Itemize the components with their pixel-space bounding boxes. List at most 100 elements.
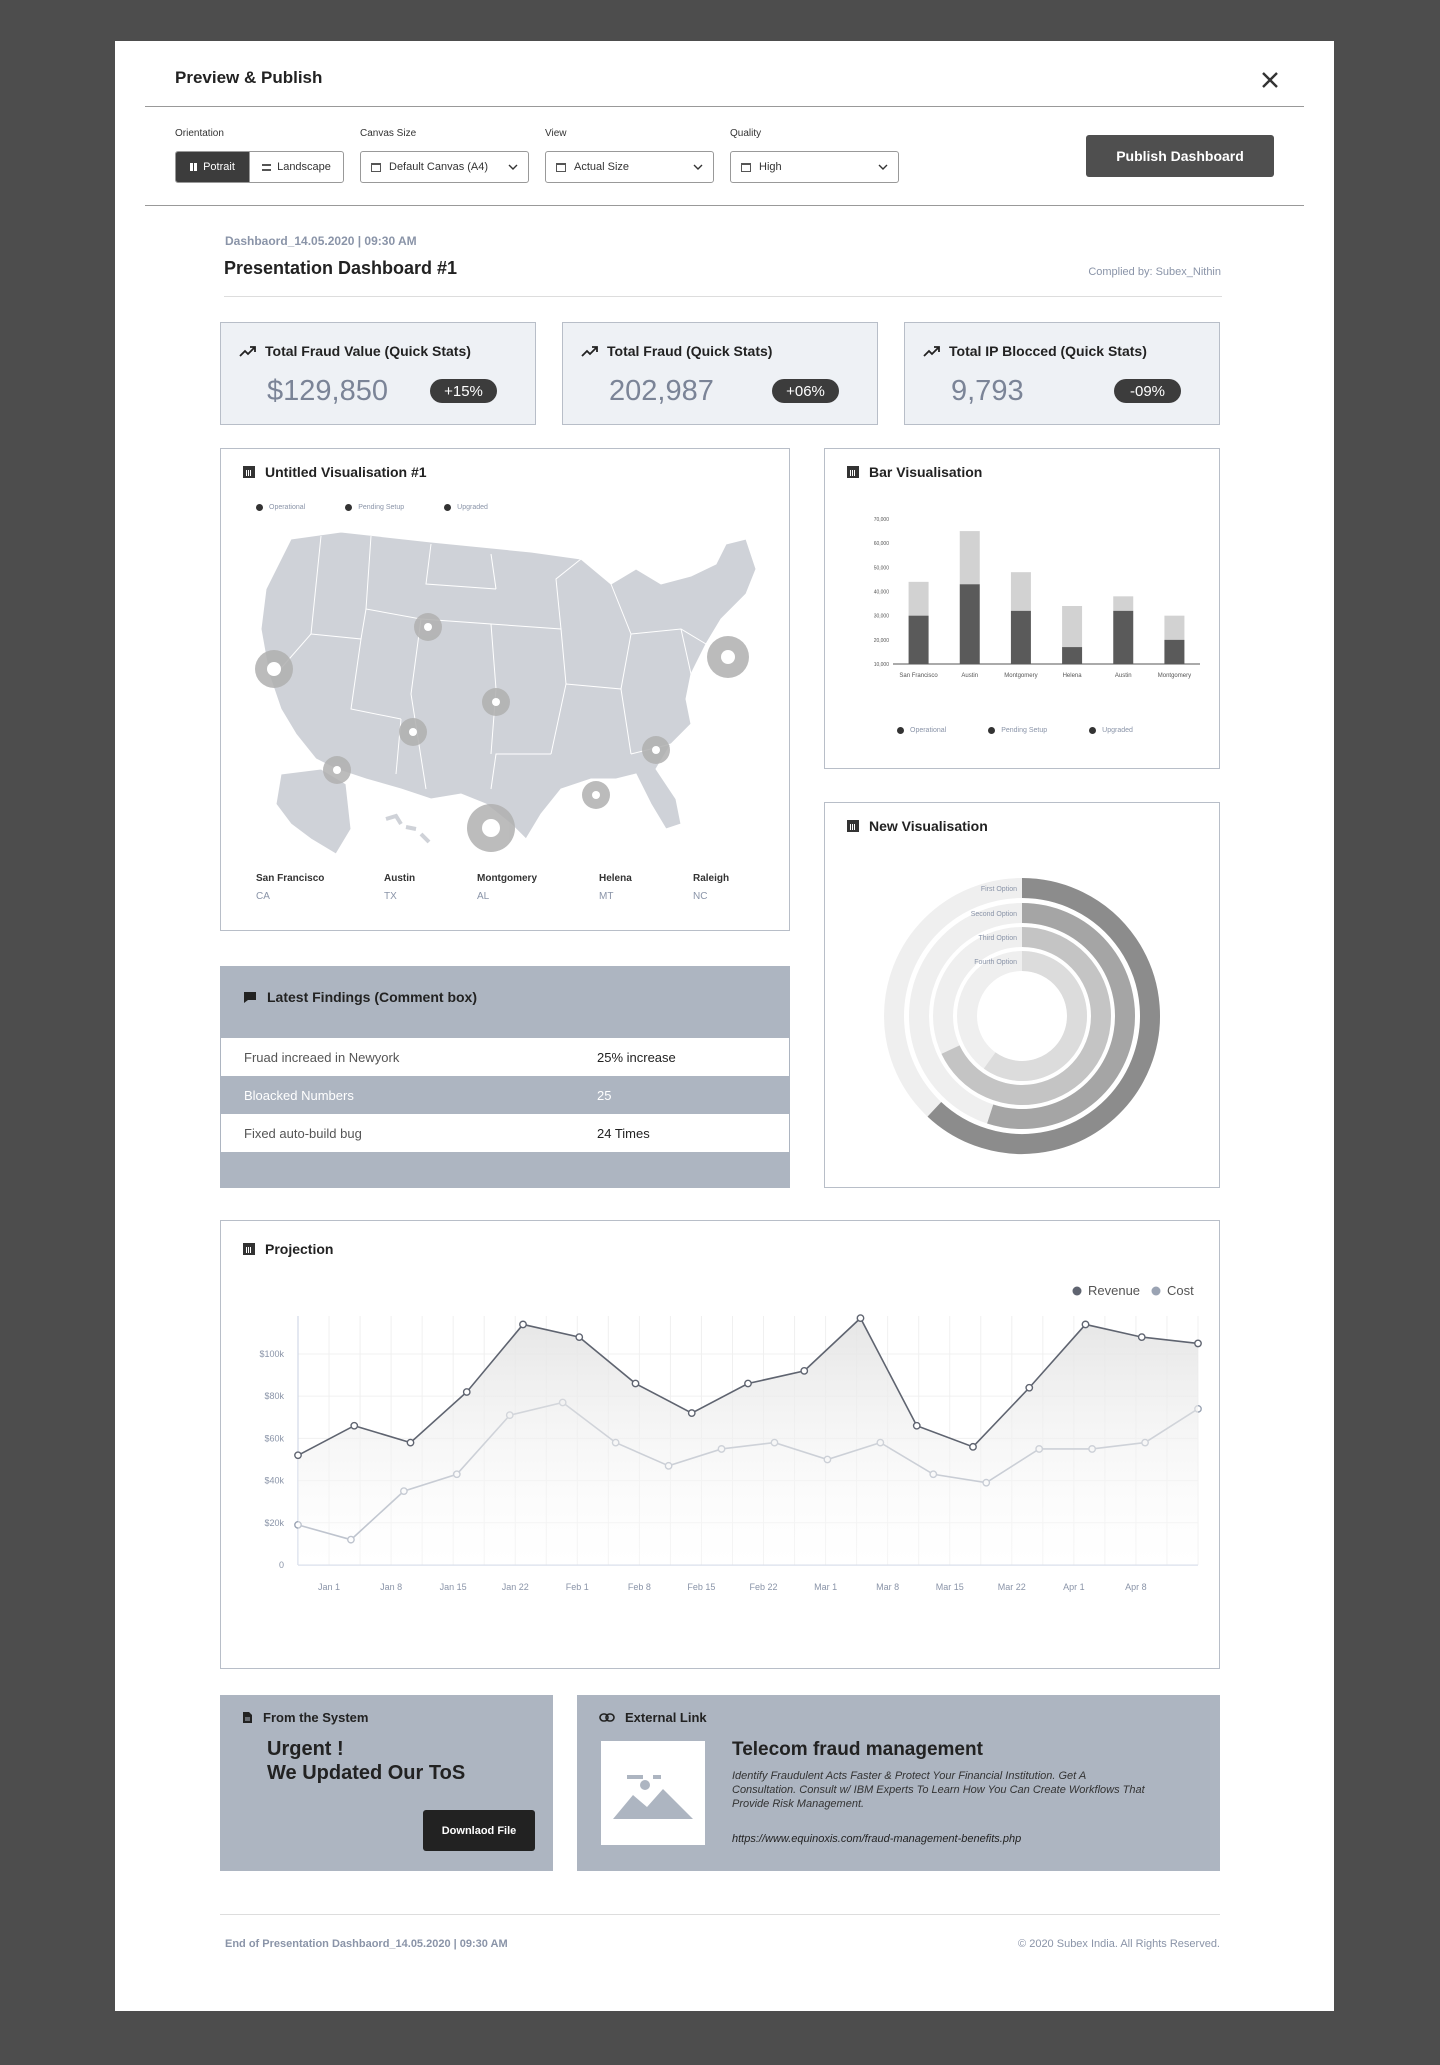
view-value: Actual Size <box>574 161 630 173</box>
chevron-down-icon <box>508 164 518 170</box>
stat-value: $129,850 <box>267 375 388 407</box>
revenue-point <box>856 1314 865 1323</box>
legend-item: Operational <box>897 727 946 734</box>
city-name: Montgomery <box>477 873 537 884</box>
city-label: Raleigh NC <box>693 873 729 902</box>
revenue-point <box>744 1379 752 1388</box>
x-tick-label: Feb 1 <box>566 1582 589 1592</box>
y-tick-label: $80k <box>264 1391 284 1401</box>
image-icon <box>613 1775 693 1819</box>
legend-item: Upgraded <box>444 504 488 511</box>
quality-icon <box>741 162 751 172</box>
radial-visualisation-card: New Visualisation First Option Second Opt… <box>824 802 1220 1188</box>
x-tick-label: Jan 8 <box>380 1582 402 1592</box>
chart-icon <box>243 1243 255 1255</box>
y-tick-label: 10,000 <box>874 662 890 668</box>
row-label: Fruad increaed in Newyork <box>244 1049 400 1065</box>
footer-copyright: © 2020 Subex India. All Rights Reserved. <box>1018 1938 1220 1950</box>
orientation-toggle: Potrait Landscape <box>175 151 344 183</box>
bar-segment-operational <box>1113 610 1134 664</box>
stat-title: Total Fraud (Quick Stats) <box>607 343 773 359</box>
bar-segment-pending <box>1113 596 1134 611</box>
canvas-size-select[interactable]: Default Canvas (A4) <box>360 151 529 183</box>
legend-item: Pending Setup <box>345 504 404 511</box>
radial-option-label: Second Option <box>971 911 1017 918</box>
hawaii-shape <box>385 813 431 844</box>
radial-arc <box>927 878 1160 1154</box>
stat-change-badge: +15% <box>430 379 497 403</box>
view-select[interactable]: Actual Size <box>545 151 714 183</box>
title-divider <box>224 296 1222 297</box>
bar-segment-operational <box>1164 639 1185 664</box>
external-url-link[interactable]: https://www.equinoxis.com/fraud-manageme… <box>732 1833 1022 1845</box>
legend-dot <box>345 504 353 511</box>
bar-visualisation-card: Bar Visualisation 70,000 60,000 50,000 40,0… <box>824 448 1220 769</box>
close-icon[interactable] <box>1257 67 1283 93</box>
legend-dot <box>444 504 452 511</box>
city-name: San Francisco <box>256 873 325 884</box>
revenue-point <box>519 1320 527 1329</box>
quality-label: Quality <box>730 128 762 139</box>
x-tick-label: Apr 1 <box>1063 1582 1085 1592</box>
quality-select[interactable]: High <box>730 151 899 183</box>
revenue-point <box>350 1421 359 1430</box>
city-label: Montgomery AL <box>477 873 537 902</box>
legend-label: Pending Setup <box>1001 727 1048 734</box>
table-row: Fixed auto-build bug 24 Times <box>221 1114 789 1152</box>
toolbar-divider <box>145 205 1304 206</box>
system-headline: Urgent ! We Updated Our ToS <box>267 1737 465 1785</box>
legend-label: Operational <box>910 727 947 734</box>
city-label: Helena MT <box>599 873 632 902</box>
y-tick-label: 50,000 <box>874 565 890 571</box>
publish-dashboard-button[interactable]: Publish Dashboard <box>1086 135 1274 177</box>
bar-segment-pending <box>908 581 929 616</box>
footer-divider <box>220 1914 1220 1915</box>
state-code: TX <box>384 891 397 902</box>
y-tick-label: $20k <box>264 1518 284 1528</box>
map-legend: Operational Pending Setup Upgraded <box>256 504 488 511</box>
stat-change-badge: -09% <box>1114 379 1181 403</box>
bar-chart: 70,000 60,000 50,000 40,000 30,000 20,000 10,0… <box>874 517 1200 679</box>
state-code: NC <box>693 891 708 902</box>
radial-arc <box>987 903 1135 1129</box>
bar-segment-pending <box>959 531 980 585</box>
canvas-size-label: Canvas Size <box>360 128 417 139</box>
map-visualisation-card: Untitled Visualisation #1 Operational Pe… <box>220 448 790 931</box>
state-code: MT <box>599 891 614 902</box>
stat-change-badge: +06% <box>772 379 839 403</box>
stat-card-ip-blocked: Total IP Blocced (Quick Stats) 9,793 -09… <box>904 322 1220 425</box>
orientation-portrait-label: Potrait <box>203 161 235 173</box>
y-tick-label: $40k <box>264 1476 284 1486</box>
portrait-icon <box>190 163 198 171</box>
system-headline-line: Urgent ! <box>267 1738 344 1760</box>
quality-value: High <box>759 161 782 173</box>
us-map <box>255 531 757 854</box>
orientation-landscape-option[interactable]: Landscape <box>249 152 343 182</box>
legend-dot <box>1089 727 1097 734</box>
x-tick-label: Mar 15 <box>936 1582 964 1592</box>
document-icon <box>243 1712 252 1723</box>
state-code: AL <box>477 891 490 902</box>
x-tick-label: Mar 8 <box>876 1582 899 1592</box>
city-name: Austin <box>384 873 416 884</box>
bar-segment-operational <box>959 584 980 664</box>
row-value: 25 <box>597 1087 612 1103</box>
y-tick-label: $60k <box>264 1433 284 1443</box>
revenue-point <box>1081 1320 1090 1329</box>
download-file-button[interactable]: Downlaod File <box>423 1810 535 1851</box>
revenue-point <box>575 1333 584 1342</box>
stat-value: 9,793 <box>951 375 1024 407</box>
legend-dot <box>897 727 904 734</box>
bar-segment-operational <box>1062 647 1083 664</box>
legend-label: Revenue <box>1088 1283 1140 1298</box>
legend-item: Pending Setup <box>988 727 1047 734</box>
orientation-portrait-option[interactable]: Potrait <box>176 152 249 182</box>
system-headline-line: We Updated Our ToS <box>267 1762 466 1784</box>
bar-segment-operational <box>908 615 929 664</box>
row-label: Bloacked Numbers <box>244 1087 354 1103</box>
findings-card: Latest Findings (Comment box) Fruad incr… <box>220 966 790 1188</box>
radial-chart: First Option Second Option Third Option Fou… <box>884 878 1160 1154</box>
radial-option-label: Fourth Option <box>974 959 1017 966</box>
stat-title: Total IP Blocced (Quick Stats) <box>949 343 1147 359</box>
chart-icon <box>847 466 859 478</box>
